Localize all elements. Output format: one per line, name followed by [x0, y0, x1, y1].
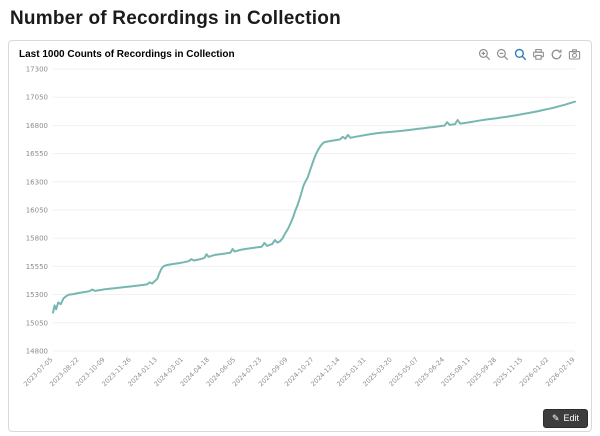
- chart-title: Last 1000 Counts of Recordings in Collec…: [19, 49, 235, 60]
- camera-icon[interactable]: [568, 48, 581, 61]
- reset-icon[interactable]: [550, 48, 563, 61]
- box-zoom-icon[interactable]: [514, 48, 527, 61]
- svg-text:16550: 16550: [26, 150, 48, 158]
- chart-toolbar: [478, 48, 581, 61]
- svg-text:15300: 15300: [26, 291, 48, 299]
- zoom-out-icon[interactable]: [496, 48, 509, 61]
- chart-panel-header: Last 1000 Counts of Recordings in Collec…: [9, 41, 591, 61]
- pencil-icon: ✎: [551, 413, 560, 423]
- svg-text:15050: 15050: [26, 319, 48, 327]
- svg-text:16800: 16800: [26, 122, 48, 130]
- svg-text:17300: 17300: [26, 66, 48, 74]
- zoom-in-icon[interactable]: [478, 48, 491, 61]
- svg-text:14800: 14800: [26, 348, 48, 356]
- svg-text:17050: 17050: [26, 94, 48, 102]
- svg-text:15800: 15800: [26, 235, 48, 243]
- edit-button-label: Edit: [563, 413, 579, 423]
- chart-panel: Last 1000 Counts of Recordings in Collec…: [8, 40, 592, 432]
- svg-text:16300: 16300: [26, 178, 48, 186]
- chart-svg[interactable]: 14800 15050 15300 15550 15800 16050 16300 16550…: [9, 63, 589, 415]
- page-title: Number of Recordings in Collection: [10, 8, 341, 29]
- svg-text:16050: 16050: [26, 207, 48, 215]
- edit-button[interactable]: ✎ Edit: [542, 409, 588, 428]
- svg-text:15550: 15550: [26, 263, 48, 271]
- print-icon[interactable]: [532, 48, 545, 61]
